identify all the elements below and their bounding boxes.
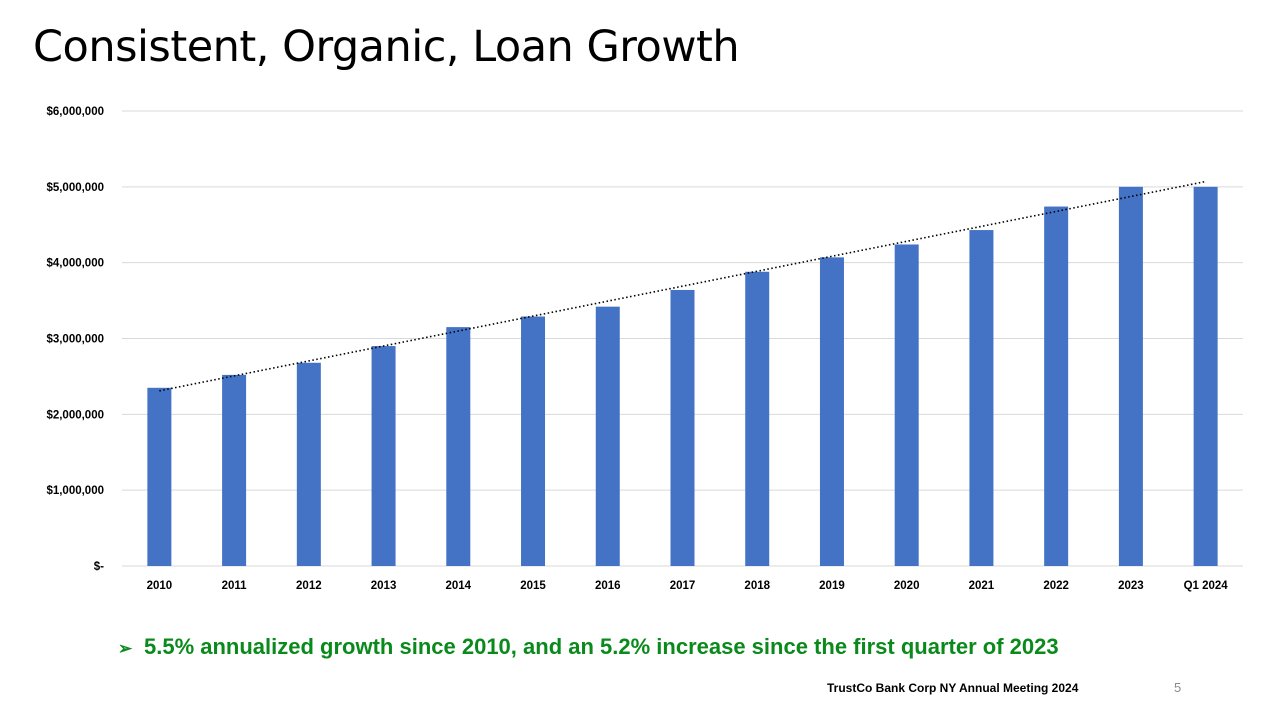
x-tick-label: 2020 (894, 580, 920, 592)
x-tick-label: 2022 (1043, 580, 1069, 592)
x-axis-ticks: 2010 2011 2012 2013 2014 2015 2016 2017 2018 2019… (147, 580, 1229, 592)
growth-bullet: ➢ 5.5% annualized growth since 2010, and … (118, 634, 1059, 660)
bar-2022 (1044, 206, 1069, 567)
page-number: 5 (1174, 680, 1182, 695)
x-tick-label: 2015 (520, 580, 546, 592)
arrow-bullet-icon: ➢ (118, 639, 133, 658)
y-tick-label: $5,000,000 (46, 182, 104, 194)
bar-2018 (745, 271, 770, 566)
bar-q1-2024 (1193, 186, 1218, 567)
x-tick-label: 2023 (1118, 580, 1144, 592)
x-tick-label: 2012 (296, 580, 322, 592)
y-tick-label: $3,000,000 (46, 334, 104, 346)
x-tick-label: 2017 (670, 580, 696, 592)
y-tick-label: $- (94, 561, 104, 573)
bar-2013 (371, 346, 396, 566)
bar-2010 (147, 387, 172, 566)
chart-bars (147, 186, 1218, 567)
x-tick-label: 2010 (147, 580, 173, 592)
y-tick-label: $2,000,000 (46, 409, 104, 421)
footer-text: TrustCo Bank Corp NY Annual Meeting 2024 (827, 681, 1079, 695)
bar-2017 (670, 289, 695, 566)
x-tick-label: 2011 (222, 580, 248, 592)
bar-2011 (222, 374, 247, 566)
x-tick-label: 2019 (819, 580, 845, 592)
x-tick-label: 2013 (371, 580, 397, 592)
bar-2012 (296, 362, 321, 566)
chart-trendline (159, 180, 1206, 392)
x-tick-label: 2016 (595, 580, 621, 592)
bar-2014 (446, 327, 471, 566)
x-tick-label: 2021 (969, 580, 995, 592)
x-tick-label: 2018 (744, 580, 770, 592)
y-tick-label: $6,000,000 (46, 106, 104, 118)
bar-2023 (1118, 186, 1143, 567)
x-tick-label: 2014 (446, 580, 472, 592)
slide-title: Consistent, Organic, Loan Growth (33, 22, 740, 72)
x-tick-label: Q1 2024 (1184, 580, 1229, 592)
linear-trendline (159, 180, 1206, 392)
y-axis-ticks: $- $1,000,000 $2,000,000 $3,000,000 $4,000,0… (46, 106, 104, 573)
bar-2021 (969, 230, 994, 566)
loan-growth-chart: $- $1,000,000 $2,000,000 $3,000,000 $4,000,0… (46, 106, 1243, 592)
y-tick-label: $4,000,000 (46, 258, 104, 270)
growth-bullet-text: 5.5% annualized growth since 2010, and a… (144, 634, 1059, 659)
bar-2016 (595, 306, 620, 566)
bar-2019 (819, 257, 844, 566)
y-tick-label: $1,000,000 (46, 485, 104, 497)
bar-2020 (894, 244, 919, 566)
bar-2015 (521, 316, 546, 566)
